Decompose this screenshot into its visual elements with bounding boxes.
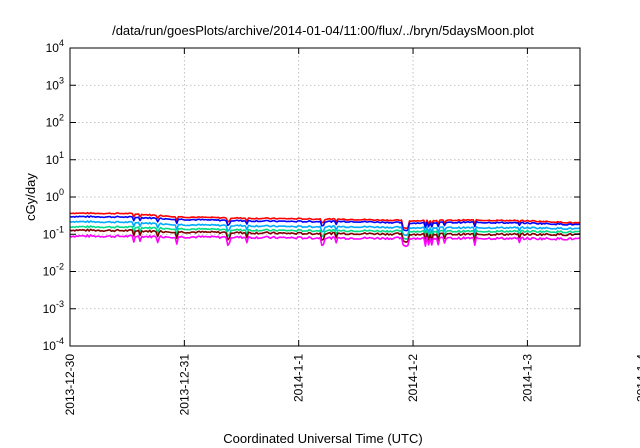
series-line-3 <box>69 220 581 237</box>
y-axis-label: cGy/day <box>23 173 38 221</box>
series-line-5 <box>69 228 581 243</box>
x-tick-label: 2014-1-4 <box>635 354 640 402</box>
chart-title: /data/run/goesPlots/archive/2014-01-04/1… <box>112 23 534 38</box>
y-tick-label: 10-1 <box>43 224 64 241</box>
x-tick-label: 2013-12-30 <box>63 354 77 416</box>
y-tick-label: 10-2 <box>43 262 64 279</box>
y-tick-label: 103 <box>46 75 64 92</box>
y-tick-label: 10-3 <box>43 299 64 316</box>
x-tick-label: 2014-1-2 <box>406 354 420 402</box>
x-tick-label: 2014-1-1 <box>292 354 306 402</box>
x-axis-label: Coordinated Universal Time (UTC) <box>223 431 422 446</box>
series-line-6 <box>69 234 581 248</box>
x-tick-label: 2014-1-3 <box>520 354 534 402</box>
series-line-4 <box>69 225 581 240</box>
grid-lines <box>70 48 580 346</box>
y-tick-label: 10-4 <box>43 336 64 353</box>
series-line-2 <box>69 215 581 232</box>
x-tick-label: 2013-12-31 <box>177 354 191 416</box>
y-tick-label: 101 <box>46 150 64 167</box>
series-line-1 <box>69 211 581 230</box>
y-tick-label: 104 <box>46 38 64 55</box>
y-axis: 10-4 10-3 10-2 10-1 100 101 102 103 104 <box>43 38 580 353</box>
series-layer <box>69 211 581 248</box>
y-tick-label: 100 <box>46 187 64 204</box>
y-tick-label: 102 <box>46 113 64 130</box>
x-axis: 2013-12-30 2013-12-31 2014-1-1 2014-1-2 2014… <box>63 48 640 415</box>
